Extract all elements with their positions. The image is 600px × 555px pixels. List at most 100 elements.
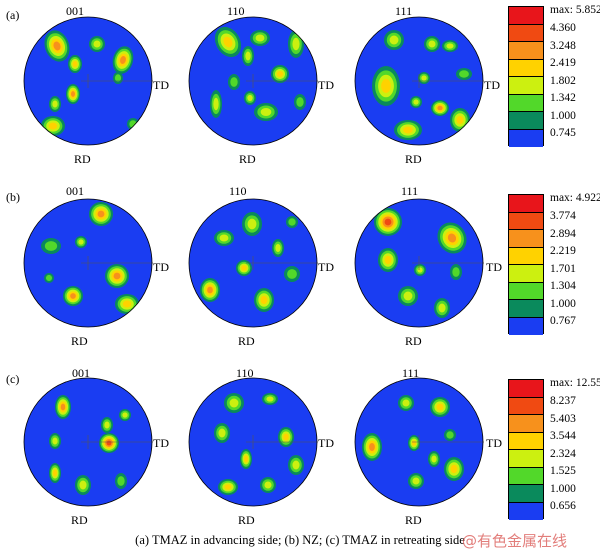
- pole-figure-rim: [188, 16, 318, 146]
- legend-value: 1.000: [550, 483, 576, 495]
- pole-figure-rim: [354, 377, 484, 507]
- intensity-contour: [78, 239, 84, 245]
- intensity-contour: [247, 218, 257, 230]
- pole-figure-rim: [188, 377, 318, 507]
- intensity-contour: [247, 94, 253, 102]
- legend-swatch: [509, 397, 543, 415]
- legend-swatch: [509, 212, 543, 230]
- intensity-contour: [52, 100, 58, 108]
- legend-swatch: [509, 432, 543, 450]
- intensity-contour: [97, 210, 105, 218]
- legend-value: 1.000: [550, 110, 576, 122]
- rd-label: RD: [71, 334, 88, 348]
- figure-caption: (a) TMAZ in advancing side; (b) NZ; (c) …: [135, 533, 465, 547]
- intensity-contour: [245, 51, 251, 61]
- intensity-contour: [53, 41, 61, 51]
- legend-value: 0.656: [550, 500, 576, 512]
- intensity-contour: [417, 267, 423, 273]
- intensity-contour: [104, 421, 110, 429]
- legend-swatch: [509, 502, 543, 520]
- intensity-contour: [79, 480, 87, 490]
- pole-figure-b-001: [23, 198, 153, 328]
- legend-swatch: [509, 265, 543, 283]
- rd-label: RD: [238, 513, 255, 527]
- intensity-contour: [122, 300, 132, 308]
- legend-swatch: [509, 282, 543, 300]
- intensity-contour: [93, 40, 101, 48]
- td-label: TD: [318, 260, 334, 274]
- intensity-contour: [120, 56, 126, 64]
- legend-value: 2.324: [550, 448, 576, 460]
- intensity-contour: [45, 274, 53, 282]
- rd-label: RD: [238, 334, 255, 348]
- intensity-contour: [275, 244, 281, 252]
- intensity-contour: [48, 122, 58, 130]
- td-label: TD: [153, 436, 169, 450]
- intensity-contour: [223, 36, 233, 48]
- legend-value: 8.237: [550, 395, 576, 407]
- intensity-contour: [428, 40, 436, 48]
- pole-figure-a-111: [354, 16, 484, 146]
- legend-c: max: 12.558 8.237 5.403 3.544 2.324 1.52…: [508, 377, 600, 520]
- legend-swatch: [509, 317, 543, 335]
- row-b-letter: (b): [6, 190, 20, 204]
- intensity-contour: [292, 37, 300, 51]
- intensity-contour: [266, 396, 274, 402]
- intensity-contour: [229, 398, 239, 408]
- pole-figure-rim: [354, 16, 484, 146]
- intensity-contour: [224, 484, 232, 490]
- rd-label: RD: [74, 152, 91, 166]
- pole-label-001: 001: [66, 184, 84, 198]
- intensity-contour: [437, 105, 443, 111]
- intensity-contour: [44, 241, 58, 251]
- legend-value: 1.701: [550, 263, 576, 275]
- rd-label: RD: [71, 513, 88, 527]
- intensity-contour: [403, 291, 413, 301]
- intensity-contour: [456, 115, 464, 125]
- pole-label-001: 001: [72, 366, 90, 380]
- legend-max: max: 12.558: [550, 377, 600, 389]
- intensity-contour: [52, 437, 58, 445]
- intensity-contour: [213, 97, 219, 111]
- legend-value: 4.360: [550, 22, 576, 34]
- pole-label-110: 110: [227, 4, 245, 18]
- intensity-contour: [283, 433, 289, 441]
- pole-label-001: 001: [66, 4, 84, 18]
- intensity-contour: [403, 126, 413, 134]
- rd-label: RD: [405, 513, 422, 527]
- intensity-contour: [369, 443, 375, 451]
- intensity-contour: [446, 43, 454, 49]
- intensity-contour: [219, 234, 229, 242]
- intensity-contour: [260, 108, 272, 116]
- pole-label-111: 111: [402, 366, 420, 380]
- intensity-contour: [446, 431, 454, 439]
- pole-figure-rim: [188, 198, 318, 328]
- intensity-contour: [114, 74, 122, 82]
- td-label: TD: [318, 78, 334, 92]
- intensity-contour: [296, 97, 304, 107]
- intensity-contour: [402, 399, 410, 407]
- legend-value: 2.894: [550, 228, 576, 240]
- intensity-contour: [389, 35, 399, 45]
- legend-swatch: [509, 59, 543, 77]
- legend-max: max: 5.852: [550, 4, 600, 16]
- intensity-contour: [52, 469, 58, 477]
- legend-max: max: 4.922: [550, 192, 600, 204]
- pole-label-111: 111: [395, 4, 413, 18]
- intensity-contour: [70, 293, 76, 299]
- legend-swatch: [509, 415, 543, 433]
- row-c-letter: (c): [6, 372, 20, 386]
- rd-label: RD: [405, 334, 422, 348]
- legend-value: 1.525: [550, 465, 576, 477]
- intensity-contour: [384, 218, 392, 226]
- legend-value: 0.745: [550, 127, 576, 139]
- pole-figure-rim: [23, 16, 153, 146]
- intensity-contour: [122, 412, 128, 418]
- intensity-contour: [450, 464, 458, 474]
- legend-colorbar: [508, 6, 544, 147]
- legend-swatch: [509, 195, 543, 213]
- intensity-contour: [292, 460, 300, 470]
- intensity-contour: [452, 267, 460, 277]
- pole-figure-c-001: [23, 377, 153, 507]
